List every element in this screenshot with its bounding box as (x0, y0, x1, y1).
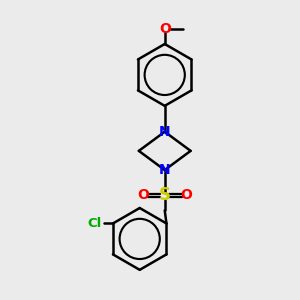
Text: Cl: Cl (88, 217, 102, 230)
Text: O: O (138, 188, 149, 202)
Text: N: N (159, 163, 170, 177)
Text: N: N (159, 125, 170, 139)
Text: O: O (180, 188, 192, 202)
Text: O: O (159, 22, 171, 36)
Text: S: S (159, 186, 171, 204)
